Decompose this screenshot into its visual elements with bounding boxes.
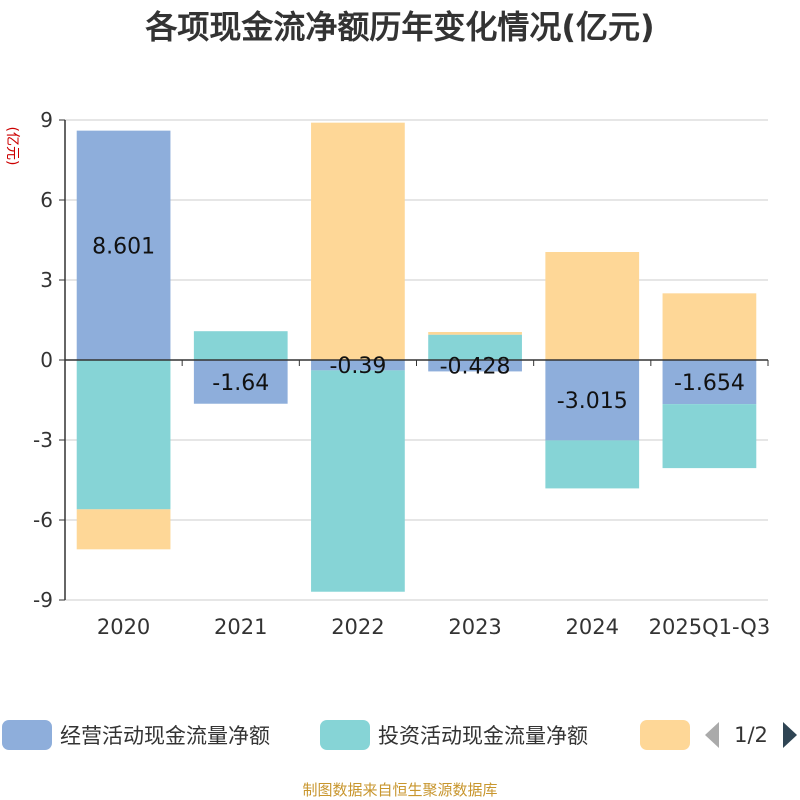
bars-layer — [76, 122, 757, 592]
y-axis-label: (亿元) — [4, 127, 20, 166]
chart-title: 各项现金流净额历年变化情况(亿元) — [145, 8, 654, 46]
y-tick-label: 9 — [40, 108, 53, 132]
data-label: -1.64 — [212, 371, 269, 396]
legend-label-1: 经营活动现金流量净额 — [60, 724, 270, 748]
legend-swatch-1 — [2, 720, 52, 750]
legend-page-indicator: 1/2 — [734, 723, 768, 747]
prev-page-icon[interactable] — [705, 722, 719, 748]
x-tick-label: 2021 — [214, 615, 267, 639]
data-label: -3.015 — [557, 389, 628, 414]
bar-3-2020 — [76, 509, 171, 550]
next-page-icon[interactable] — [783, 722, 797, 748]
data-label: -0.428 — [440, 355, 511, 380]
bar-3-2022 — [311, 122, 405, 361]
y-tick-label: 6 — [40, 188, 53, 212]
data-label: -1.654 — [674, 371, 745, 396]
x-tick-label: 2022 — [331, 615, 384, 639]
legend-swatch-3 — [640, 720, 690, 750]
x-tick-label: 2025Q1-Q3 — [649, 615, 771, 639]
bar-2-2024 — [545, 440, 640, 489]
bar-1-2023 — [428, 360, 522, 372]
bar-1-2020 — [76, 130, 171, 360]
bar-3-2023 — [428, 332, 522, 335]
x-tick-label: 2023 — [448, 615, 501, 639]
y-tick-label: -6 — [33, 508, 53, 532]
bar-2-2025Q1-Q3 — [662, 404, 757, 469]
bar-2-2021 — [193, 331, 288, 360]
bar-3-2024 — [545, 252, 640, 360]
bar-1-2024 — [545, 360, 640, 441]
data-labels-layer: 8.601 -1.64 -0.39 -0.428 -3.015 -1.654 — [92, 234, 745, 414]
source-note: 制图数据来自恒生聚源数据库 — [302, 781, 497, 799]
y-tick-label: -9 — [33, 588, 53, 612]
y-tick-label: -3 — [33, 428, 53, 452]
x-tick-label: 2024 — [566, 615, 619, 639]
y-tick-label: 0 — [40, 348, 53, 372]
legend: 经营活动现金流量净额 投资活动现金流量净额 1/2 — [2, 720, 797, 750]
axes-layer: 9 6 3 0 -3 -6 -9 2020 2021 2022 2023 2024 2025Q1-Q3 — [33, 108, 770, 639]
bar-3-2025Q1-Q3 — [662, 293, 757, 360]
bar-2-2022 — [311, 370, 405, 592]
bar-2-2020 — [76, 360, 171, 510]
bar-2-2023 — [428, 334, 522, 360]
bar-1-2022 — [311, 360, 405, 371]
legend-label-2: 投资活动现金流量净额 — [378, 724, 588, 748]
y-tick-label: 3 — [40, 268, 53, 292]
data-label: -0.39 — [329, 354, 386, 379]
x-tick-label: 2020 — [97, 615, 150, 639]
data-label: 8.601 — [92, 234, 155, 259]
legend-swatch-2 — [320, 720, 370, 750]
bar-1-2021 — [193, 360, 288, 404]
bar-1-2025Q1-Q3 — [662, 360, 757, 405]
